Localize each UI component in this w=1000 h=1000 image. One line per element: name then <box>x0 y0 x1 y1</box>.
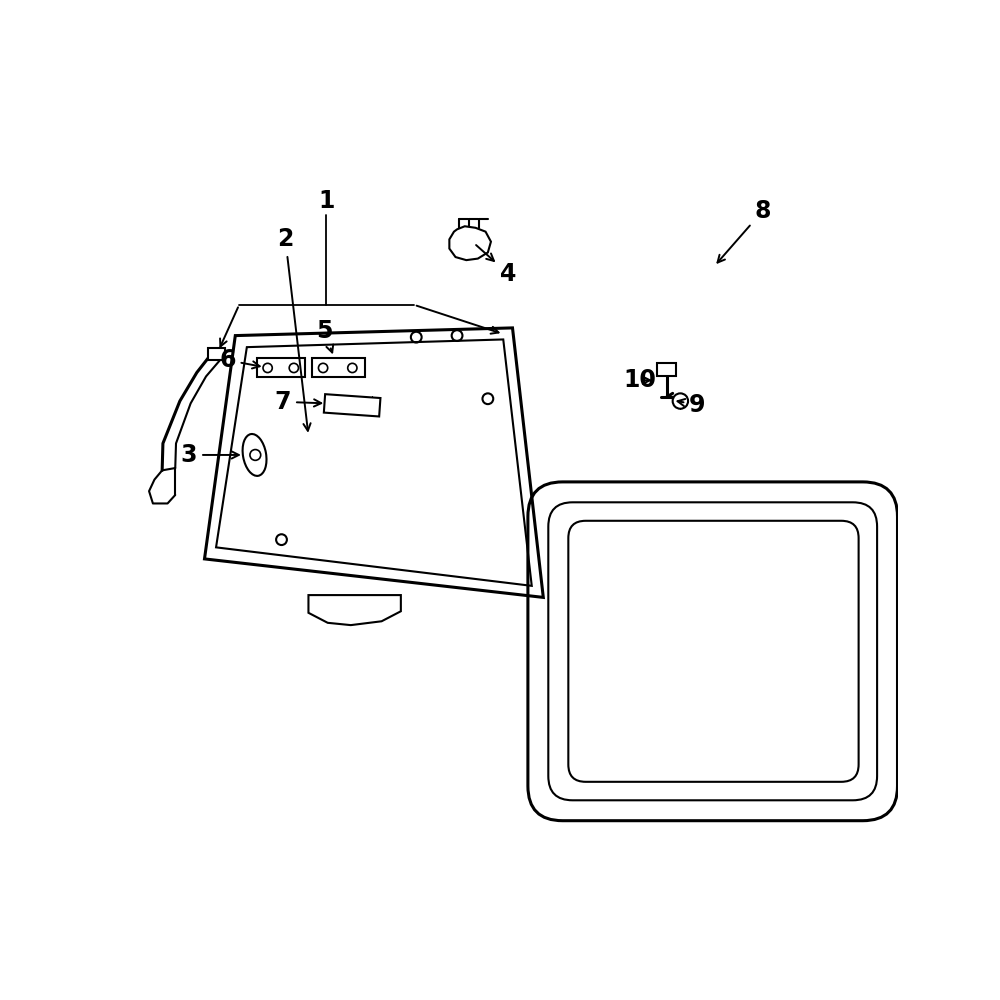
Bar <box>208 348 225 360</box>
Text: 4: 4 <box>476 245 517 286</box>
Text: 1: 1 <box>318 189 334 213</box>
Bar <box>657 363 676 376</box>
Text: 2: 2 <box>277 227 311 431</box>
Polygon shape <box>449 226 491 260</box>
Text: 9: 9 <box>678 393 706 417</box>
Bar <box>257 358 305 377</box>
Ellipse shape <box>243 434 267 476</box>
Text: 8: 8 <box>718 199 771 263</box>
Text: 5: 5 <box>316 319 333 352</box>
FancyBboxPatch shape <box>568 521 859 782</box>
Bar <box>312 358 365 377</box>
Circle shape <box>673 393 688 409</box>
Text: 10: 10 <box>623 368 656 392</box>
Polygon shape <box>308 595 401 625</box>
Text: 7: 7 <box>275 390 321 414</box>
Bar <box>324 394 380 416</box>
Polygon shape <box>205 328 543 597</box>
Text: 6: 6 <box>219 348 260 372</box>
Text: 3: 3 <box>181 443 239 467</box>
